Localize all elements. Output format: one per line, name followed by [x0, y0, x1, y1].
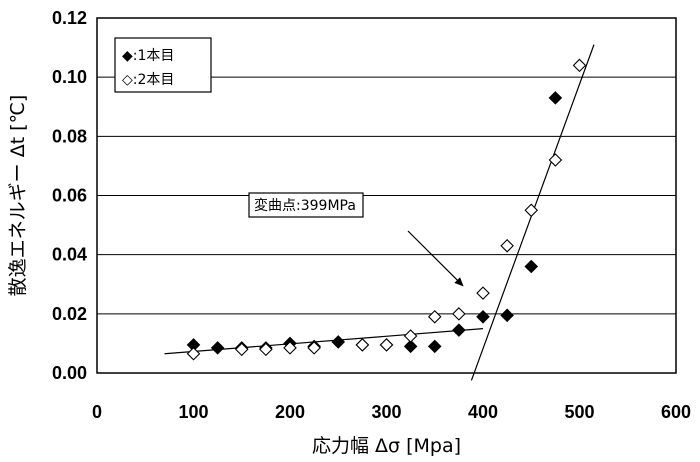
data-point-series-2: [403, 329, 418, 343]
data-point-series-1: [476, 310, 490, 324]
legend-entry-series-1: ◆:1本目: [122, 48, 174, 64]
y-axis-title: 散逸エネルギー Δt [℃]: [7, 95, 29, 297]
y-tick-label: 0.04: [52, 245, 87, 265]
x-tick-label: 300: [371, 402, 401, 422]
data-point-series-1: [403, 339, 418, 354]
data-point-series-2: [572, 58, 587, 73]
data-point-series-2: [427, 310, 442, 324]
data-point-series-2: [476, 286, 490, 300]
data-point-series-2: [524, 203, 539, 218]
annotation-arrow: [407, 230, 464, 287]
data-point-series-2: [379, 338, 394, 352]
data-point-series-1: [331, 335, 346, 349]
data-point-series-2: [500, 239, 514, 253]
data-point-series-2: [283, 341, 297, 355]
x-axis-title: 応力幅 Δσ [Mpa]: [312, 435, 461, 457]
data-point-series-2: [452, 307, 466, 321]
data-point-series-2: [355, 338, 370, 352]
data-point-series-2: [186, 346, 201, 361]
y-tick-labels: 0.00 0.02 0.04 0.06 0.08 0.10 0.12: [52, 8, 87, 383]
annotation-box: [248, 192, 364, 218]
x-tick-label: 400: [468, 402, 498, 422]
data-point-series-2: [548, 153, 563, 167]
x-tick-label: 0: [92, 402, 102, 422]
gridlines: [97, 76, 676, 315]
y-tick-label: 0.02: [52, 304, 87, 324]
y-tick-label: 0.12: [52, 8, 87, 28]
data-markers: [186, 58, 587, 361]
legend: ◆:1本目 ◇:2本目: [114, 37, 212, 93]
data-point-series-1: [210, 341, 225, 355]
data-point-series-2: [259, 342, 273, 357]
data-point-series-1: [500, 308, 514, 323]
y-tick-label: 0.08: [52, 126, 87, 146]
y-tick-label: 0.00: [52, 363, 87, 383]
x-tick-labels: 0 100 200 300 400 500 600: [92, 402, 691, 422]
data-point-series-1: [524, 259, 539, 274]
inflection-point-annotation: 変曲点:399MPa: [248, 192, 464, 287]
x-tick-label: 600: [661, 402, 691, 422]
y-tick-label: 0.10: [52, 67, 87, 87]
y-tick-label: 0.06: [52, 186, 87, 206]
x-tick-label: 500: [564, 402, 594, 422]
x-tick-label: 100: [178, 402, 208, 422]
data-point-series-2: [234, 342, 249, 357]
data-point-series-2: [307, 341, 321, 355]
annotation-text: 変曲点:399MPa: [254, 197, 356, 214]
data-point-series-1: [548, 91, 563, 105]
data-point-series-1: [452, 323, 466, 337]
plot-area-frame: [96, 17, 677, 374]
legend-box: [114, 37, 212, 93]
data-point-series-1: [427, 339, 442, 354]
legend-entry-series-2: ◇:2本目: [122, 72, 174, 88]
x-tick-label: 200: [275, 402, 305, 422]
